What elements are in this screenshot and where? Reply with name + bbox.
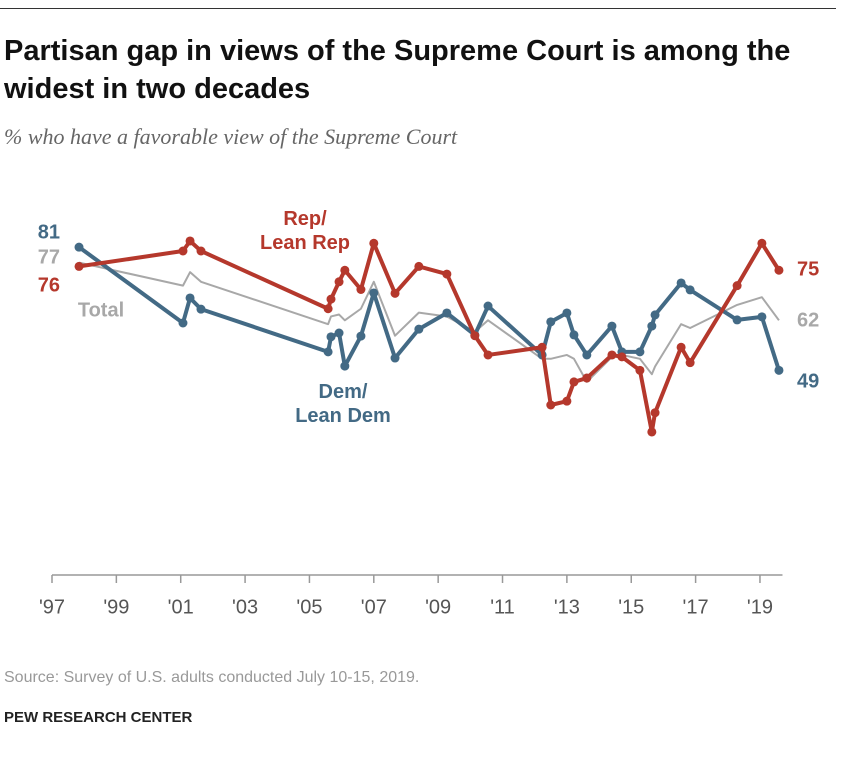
data-point	[323, 347, 333, 357]
data-point	[546, 317, 556, 327]
data-point	[676, 342, 686, 352]
x-tick-label: '97	[39, 596, 65, 618]
x-tick-label: '09	[425, 596, 451, 618]
x-tick-label: '11	[490, 596, 515, 618]
x-tick-label: '19	[747, 596, 773, 618]
data-point	[442, 308, 452, 318]
x-tick-label: '05	[296, 596, 322, 618]
data-point	[607, 321, 617, 331]
legend-label: Rep/Lean Rep	[260, 208, 350, 254]
data-point	[732, 315, 742, 325]
end-value-label: 62	[797, 309, 819, 331]
data-point	[562, 308, 572, 318]
data-point	[685, 358, 695, 368]
data-point	[685, 285, 695, 295]
series-line	[78, 261, 780, 383]
chart-title: Partisan gap in views of the Supreme Cou…	[4, 35, 791, 105]
data-point	[676, 278, 686, 288]
data-point	[757, 238, 767, 248]
data-point	[334, 277, 344, 287]
start-value-label: 77	[38, 246, 60, 268]
data-point	[470, 331, 480, 341]
data-point	[635, 365, 645, 375]
data-point	[74, 261, 84, 271]
data-point	[334, 328, 344, 338]
data-point	[390, 353, 400, 363]
start-value-label: 81	[38, 221, 60, 243]
data-point	[326, 294, 336, 304]
data-point	[537, 342, 547, 352]
data-point	[414, 261, 424, 271]
data-point	[483, 350, 493, 360]
x-tick-label: '17	[683, 596, 709, 618]
data-point	[647, 427, 657, 437]
data-point	[607, 350, 617, 360]
brand: PEW RESEARCH CENTER	[4, 709, 193, 726]
data-point	[617, 352, 627, 362]
data-point	[323, 304, 333, 314]
x-tick-label: '15	[618, 596, 644, 618]
data-point	[569, 377, 579, 387]
x-tick-label: '03	[232, 596, 258, 618]
data-point	[650, 408, 660, 418]
data-point	[178, 318, 188, 328]
data-point	[442, 269, 452, 279]
data-point	[185, 236, 195, 246]
x-tick-label: '01	[168, 596, 194, 618]
series-line	[77, 245, 781, 371]
x-tick-label: '99	[103, 596, 129, 618]
legend-label: Dem/Lean Dem	[295, 381, 391, 427]
data-point	[650, 310, 660, 320]
start-value-label: 76	[38, 274, 60, 296]
data-point	[356, 331, 366, 341]
data-point	[369, 288, 379, 298]
data-point	[647, 321, 657, 331]
data-point	[757, 312, 767, 322]
data-point	[483, 301, 493, 311]
data-point	[340, 265, 350, 275]
chart-subtitle: % who have a favorable view of the Supre…	[4, 124, 458, 149]
data-point	[582, 373, 592, 383]
top-rule	[0, 8, 836, 9]
data-point	[414, 324, 424, 334]
data-point	[196, 246, 206, 256]
data-point	[369, 238, 379, 248]
data-point	[774, 365, 784, 375]
data-point	[185, 293, 195, 303]
data-point	[356, 285, 366, 294]
data-point	[340, 361, 350, 371]
end-value-label: 75	[797, 258, 819, 280]
data-point	[774, 265, 784, 275]
data-point	[196, 304, 206, 314]
data-point	[582, 350, 592, 360]
data-point	[569, 330, 579, 340]
data-point	[732, 281, 742, 291]
end-value-label: 49	[797, 370, 819, 392]
x-tick-label: '07	[361, 596, 387, 618]
data-point	[390, 288, 400, 298]
data-point	[74, 242, 84, 252]
legend-label: Total	[78, 299, 124, 321]
x-tick-label: '13	[554, 596, 580, 618]
data-point	[562, 396, 572, 406]
data-point	[635, 347, 645, 357]
data-point	[326, 332, 336, 342]
data-point	[546, 400, 556, 410]
data-point	[178, 246, 188, 256]
source-note: Source: Survey of U.S. adults conducted …	[4, 669, 420, 686]
